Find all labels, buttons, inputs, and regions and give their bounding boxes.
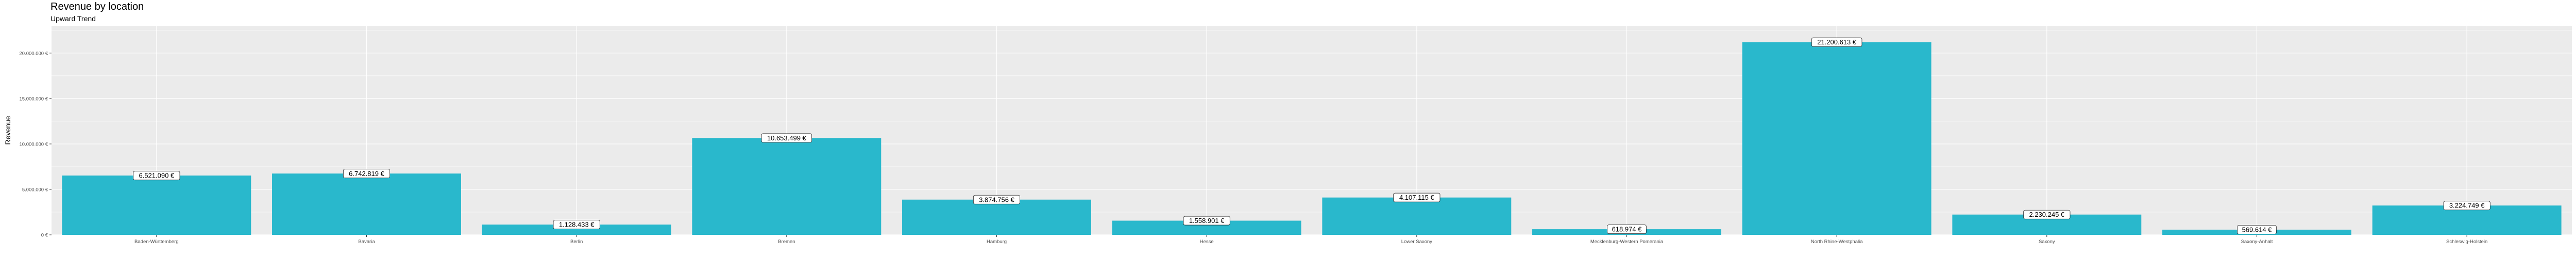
data-label: 6.742.819 € [349, 170, 384, 178]
data-label-box [973, 195, 1021, 204]
x-tick-label: Mecklenburg-Western Pomerania [1590, 239, 1664, 245]
x-tick-label: North Rhine-Westphalia [1811, 239, 1863, 245]
x-tick-label: Berlin [570, 239, 583, 245]
data-label: 10.653.499 € [767, 134, 807, 142]
data-labels: 6.521.090 € 6.742.819 € 1.128.433 € 10.653.… [133, 37, 2490, 234]
y-tick-label: 20.000.000 € [20, 51, 48, 56]
data-label-box [133, 171, 180, 181]
data-label-box [2237, 225, 2277, 234]
data-label: 4.107.115 € [1399, 194, 1434, 201]
data-label-box [1183, 216, 1230, 226]
data-label-box [1393, 193, 1440, 202]
bar [902, 199, 1091, 235]
data-label-box [761, 133, 812, 143]
chart-subtitle: Upward Trend [50, 14, 96, 23]
data-label: 618.974 € [1612, 226, 1642, 233]
data-label-box [2023, 210, 2071, 219]
grid-minor [52, 30, 2572, 213]
data-label-box [553, 220, 600, 230]
x-tick-label: Lower Saxony [1401, 239, 1432, 245]
x-axis: Baden-Württemberg Bavaria Berlin Bremen Hamb… [134, 235, 2487, 245]
y-tick-label: 0 € [41, 233, 48, 238]
y-axis-title: Revenue [4, 116, 12, 145]
bar [272, 173, 461, 235]
data-label-box [343, 169, 391, 179]
bar [692, 138, 882, 235]
y-axis: 0 € 5.000.000 € 10.000.000 € 15.000.000 € 20… [20, 51, 52, 238]
x-tick-label: Bavaria [358, 239, 375, 245]
data-label: 1.128.433 € [559, 221, 595, 229]
x-tick-label: Baden-Württemberg [134, 239, 179, 245]
x-tick-label: Hesse [1200, 239, 1214, 245]
bar [1742, 42, 1931, 235]
y-tick-label: 10.000.000 € [20, 141, 48, 147]
data-label: 1.558.901 € [1189, 217, 1225, 225]
data-label: 21.200.613 € [1817, 38, 1857, 46]
data-label: 3.224.749 € [2449, 202, 2485, 210]
bar [1322, 197, 1512, 235]
bars [62, 42, 2562, 235]
data-label: 2.230.245 € [2029, 211, 2064, 218]
y-tick-label: 15.000.000 € [20, 96, 48, 102]
data-label-box [2443, 201, 2490, 211]
plot-panel [52, 26, 2572, 235]
x-tick-label: Schleswig-Holstein [2446, 239, 2487, 245]
x-tick-label: Saxony-Anhalt [2241, 239, 2273, 245]
bar [62, 175, 251, 235]
data-label-box [1811, 37, 1862, 47]
data-label: 569.614 € [2242, 226, 2273, 233]
x-tick-label: Saxony [2039, 239, 2055, 245]
bar [482, 225, 671, 235]
data-label-box [1607, 225, 1647, 234]
data-label: 6.521.090 € [139, 172, 174, 180]
x-tick-label: Hamburg [987, 239, 1007, 245]
data-label: 3.874.756 € [979, 196, 1014, 203]
y-tick-label: 5.000.000 € [22, 187, 48, 193]
chart-title: Revenue by location [50, 1, 144, 12]
bar [2372, 205, 2562, 235]
x-tick-label: Bremen [778, 239, 795, 245]
